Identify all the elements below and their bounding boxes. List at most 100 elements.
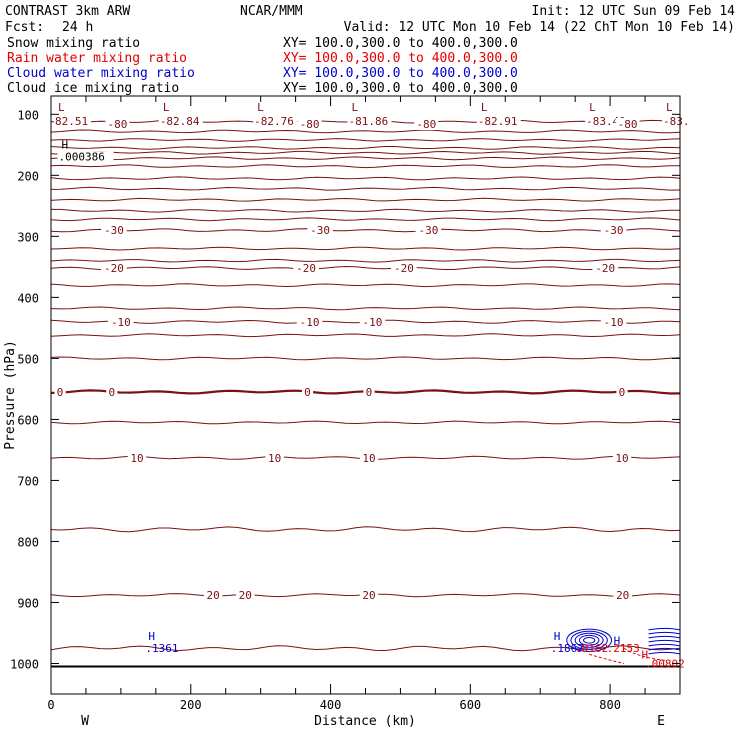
low-value: -83. xyxy=(663,115,690,128)
fcst-value: 24 h xyxy=(62,20,93,35)
cloud-water-contour xyxy=(648,643,680,647)
field-legend: Snow mixing ratio XY= 100.0,300.0 to 400.… xyxy=(7,36,518,96)
y-tick-label: 500 xyxy=(17,352,39,366)
label-mask xyxy=(347,115,392,127)
isotherm-label: 0 xyxy=(619,386,626,399)
high-marker: H xyxy=(614,634,621,647)
label-mask xyxy=(301,385,314,398)
y-tick-label: 800 xyxy=(17,535,39,549)
label-mask xyxy=(363,385,375,398)
isotherm-label: 10 xyxy=(130,452,143,465)
isotherm-label: 10 xyxy=(615,452,628,465)
rain-value: .00802 xyxy=(645,657,685,670)
label-mask xyxy=(105,118,130,130)
isotherm-label: -10 xyxy=(300,316,320,329)
label-mask xyxy=(297,118,322,130)
temperature-contour xyxy=(51,146,680,150)
temperature-contour xyxy=(51,164,680,169)
isotherm-label: 20 xyxy=(207,589,220,602)
label-mask xyxy=(414,118,439,130)
isotherm-label: 0 xyxy=(108,386,115,399)
temperature-contour xyxy=(51,283,680,288)
cloud-water-high-marker: H xyxy=(554,630,561,643)
cloud-water-contour xyxy=(574,632,604,648)
y-tick-label: 700 xyxy=(17,474,39,488)
low-marker: L xyxy=(481,101,488,114)
legend-field-xy: XY= 100.0,300.0 to 400.0,300.0 xyxy=(283,36,518,51)
legend-field-xy: XY= 100.0,300.0 to 400.0,300.0 xyxy=(283,81,518,96)
label-mask xyxy=(612,451,632,464)
label-mask xyxy=(359,589,379,602)
temperature-contour xyxy=(51,186,680,191)
west-label: W xyxy=(81,714,89,729)
rain-contour xyxy=(589,653,625,664)
label-mask xyxy=(106,385,118,398)
low-value: -82.91 xyxy=(478,115,518,128)
cloud-water-contour xyxy=(578,634,600,646)
low-value: -81.86 xyxy=(349,115,389,128)
isotherm-label: -10 xyxy=(363,316,383,329)
x-axis: 0 200 400 600 800 xyxy=(47,96,681,712)
legend-field-name: Rain water mixing ratio xyxy=(7,51,187,66)
cloud-water-contour xyxy=(648,647,680,651)
label-mask xyxy=(253,115,298,127)
isotherm-label: 20 xyxy=(239,589,252,602)
temperature-contour xyxy=(51,258,680,263)
cloud-water-high-value: .1361 xyxy=(145,642,178,655)
isotherm-label: -30 xyxy=(418,224,438,237)
label-mask xyxy=(307,224,333,237)
legend-field-xy: XY= 100.0,300.0 to 400.0,300.0 xyxy=(283,51,518,66)
x-tick-label: 200 xyxy=(180,698,202,712)
isotherm-label: 0 xyxy=(366,386,373,399)
contour-labels: -30 -30 -30 -30 -20 -20 -20 -20 -10 -10 -10 -10 0 0 0 0… xyxy=(53,101,693,670)
label-mask xyxy=(158,115,203,127)
y-tick-label: 900 xyxy=(17,596,39,610)
high-marker: H xyxy=(642,648,649,661)
temperature-contour xyxy=(51,197,680,202)
y-tick-label: 600 xyxy=(17,413,39,427)
temperature-contour xyxy=(51,217,680,222)
temperature-contour xyxy=(51,420,680,425)
temperature-contour xyxy=(51,526,680,533)
cloud-water-contour xyxy=(648,651,680,655)
temperature-contour xyxy=(51,176,680,181)
cloud-water-contour xyxy=(648,627,680,631)
ice-high-value: .000386 xyxy=(58,150,104,163)
low-marker: L xyxy=(352,101,359,114)
label-mask xyxy=(359,451,379,464)
isotherm-label: -80 xyxy=(618,118,638,131)
x-tick-label: 800 xyxy=(599,698,621,712)
isotherm-label: -20 xyxy=(104,262,124,275)
low-marker: L xyxy=(666,101,673,114)
label-mask xyxy=(616,385,628,398)
temperature-contour xyxy=(51,333,680,338)
low-marker: L xyxy=(58,101,65,114)
low-marker: L xyxy=(163,101,170,114)
ice-high-marker: H xyxy=(61,138,68,151)
label-mask xyxy=(613,589,632,602)
label-mask xyxy=(359,315,386,328)
isotherm-label: 20 xyxy=(362,589,375,602)
legend-field-name: Cloud water mixing ratio xyxy=(7,66,195,81)
label-mask xyxy=(391,262,417,275)
center-title: NCAR/MMM xyxy=(240,4,303,19)
isotherm--20 xyxy=(51,265,680,271)
rain-value: .0162 xyxy=(575,642,608,655)
init-time: Init: 12 UTC Sun 09 Feb 14 xyxy=(532,4,736,19)
label-mask xyxy=(101,224,127,237)
temperature-contour xyxy=(51,129,680,134)
east-label: E xyxy=(657,714,665,729)
legend-field-xy: XY= 100.0,300.0 to 400.0,300.0 xyxy=(283,66,518,81)
x-tick-label: 400 xyxy=(320,698,342,712)
isotherm-label: -80 xyxy=(107,118,127,131)
label-mask xyxy=(53,115,91,127)
label-mask xyxy=(54,385,66,398)
x-tick-label: 600 xyxy=(459,698,481,712)
x-tick-label: 0 xyxy=(47,698,54,712)
y-tick-label: 400 xyxy=(17,291,39,305)
label-mask xyxy=(600,224,627,237)
isotherm-label: -30 xyxy=(104,224,124,237)
label-mask xyxy=(296,315,323,328)
low-value: -82.84 xyxy=(160,115,200,128)
